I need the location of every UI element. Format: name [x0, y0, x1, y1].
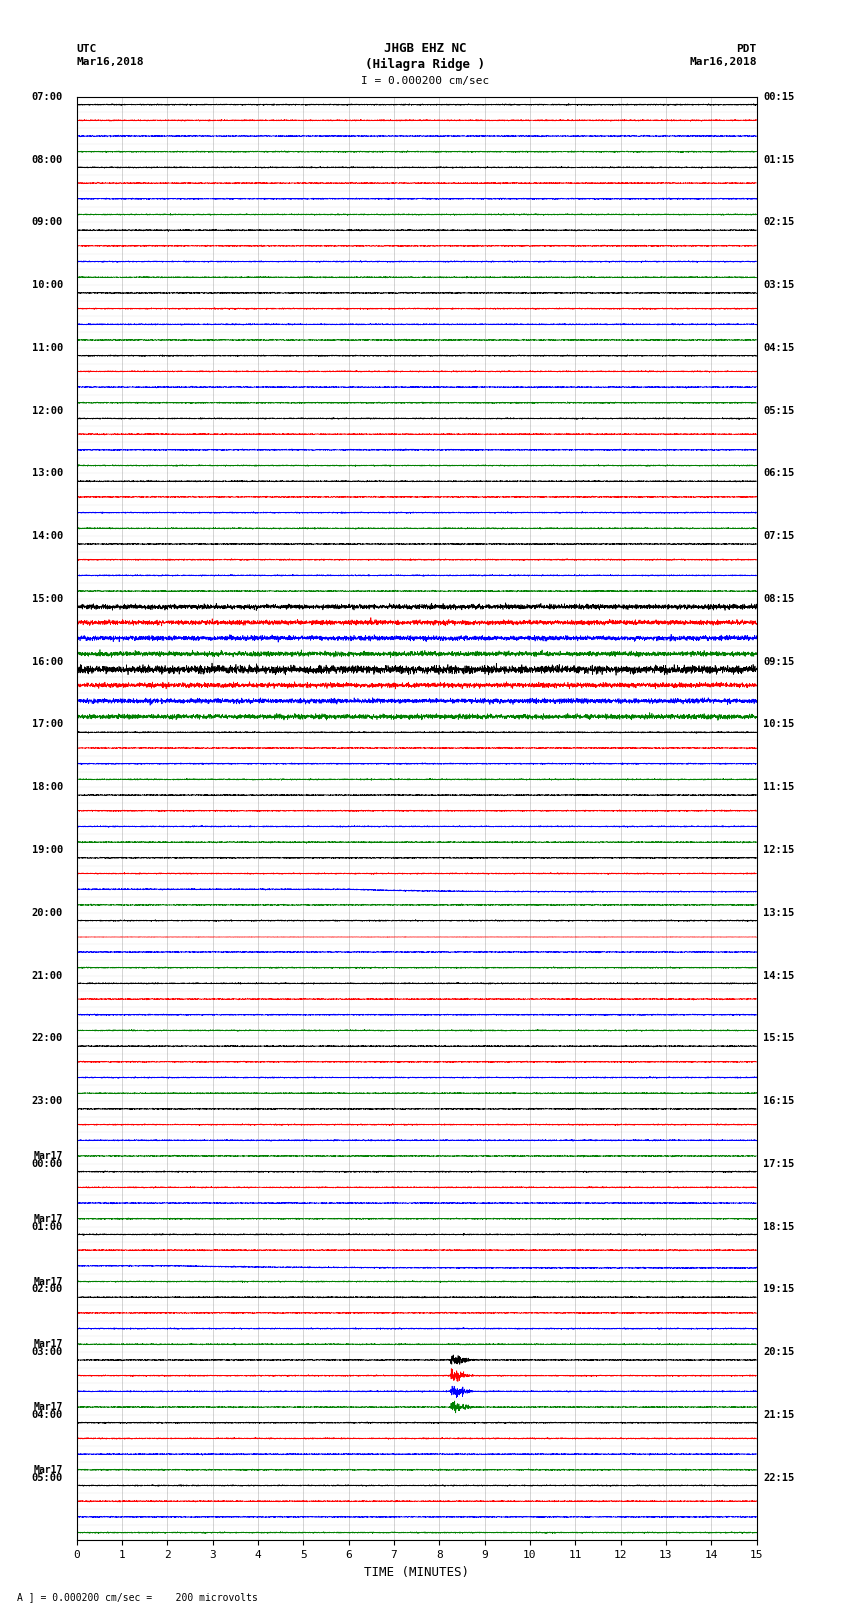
Text: JHGB EHZ NC: JHGB EHZ NC [383, 42, 467, 55]
Text: Mar17: Mar17 [33, 1402, 63, 1411]
Text: 10:00: 10:00 [31, 281, 63, 290]
Text: 10:15: 10:15 [763, 719, 795, 729]
Text: 03:15: 03:15 [763, 281, 795, 290]
Text: 16:15: 16:15 [763, 1097, 795, 1107]
Text: 07:00: 07:00 [31, 92, 63, 102]
Text: 15:15: 15:15 [763, 1034, 795, 1044]
Text: 11:15: 11:15 [763, 782, 795, 792]
Text: 05:00: 05:00 [31, 1473, 63, 1482]
Text: 18:15: 18:15 [763, 1221, 795, 1232]
Text: 04:00: 04:00 [31, 1410, 63, 1419]
Text: UTC: UTC [76, 44, 97, 53]
Text: 11:00: 11:00 [31, 344, 63, 353]
Text: 17:00: 17:00 [31, 719, 63, 729]
Text: Mar17: Mar17 [33, 1152, 63, 1161]
Text: 20:00: 20:00 [31, 908, 63, 918]
Text: Mar17: Mar17 [33, 1339, 63, 1348]
Text: I = 0.000200 cm/sec: I = 0.000200 cm/sec [361, 76, 489, 85]
Text: 04:15: 04:15 [763, 344, 795, 353]
X-axis label: TIME (MINUTES): TIME (MINUTES) [364, 1566, 469, 1579]
Text: 02:15: 02:15 [763, 218, 795, 227]
Text: A ] = 0.000200 cm/sec =    200 microvolts: A ] = 0.000200 cm/sec = 200 microvolts [17, 1592, 258, 1602]
Text: 14:15: 14:15 [763, 971, 795, 981]
Text: PDT: PDT [736, 44, 756, 53]
Text: 16:00: 16:00 [31, 656, 63, 666]
Text: 17:15: 17:15 [763, 1158, 795, 1169]
Text: Mar17: Mar17 [33, 1276, 63, 1287]
Text: 14:00: 14:00 [31, 531, 63, 540]
Text: 12:15: 12:15 [763, 845, 795, 855]
Text: 12:00: 12:00 [31, 405, 63, 416]
Text: 00:15: 00:15 [763, 92, 795, 102]
Text: 01:00: 01:00 [31, 1221, 63, 1232]
Text: 05:15: 05:15 [763, 405, 795, 416]
Text: 08:00: 08:00 [31, 155, 63, 165]
Text: Mar16,2018: Mar16,2018 [689, 56, 756, 66]
Text: 22:15: 22:15 [763, 1473, 795, 1482]
Text: 09:00: 09:00 [31, 218, 63, 227]
Text: Mar17: Mar17 [33, 1213, 63, 1224]
Text: 09:15: 09:15 [763, 656, 795, 666]
Text: 21:15: 21:15 [763, 1410, 795, 1419]
Text: 13:15: 13:15 [763, 908, 795, 918]
Text: 20:15: 20:15 [763, 1347, 795, 1357]
Text: 18:00: 18:00 [31, 782, 63, 792]
Text: 22:00: 22:00 [31, 1034, 63, 1044]
Text: 03:00: 03:00 [31, 1347, 63, 1357]
Text: 19:00: 19:00 [31, 845, 63, 855]
Text: 21:00: 21:00 [31, 971, 63, 981]
Text: 19:15: 19:15 [763, 1284, 795, 1294]
Text: 00:00: 00:00 [31, 1158, 63, 1169]
Text: Mar16,2018: Mar16,2018 [76, 56, 144, 66]
Text: 02:00: 02:00 [31, 1284, 63, 1294]
Text: 06:15: 06:15 [763, 468, 795, 479]
Text: 13:00: 13:00 [31, 468, 63, 479]
Text: 23:00: 23:00 [31, 1097, 63, 1107]
Text: 15:00: 15:00 [31, 594, 63, 603]
Text: (Hilagra Ridge ): (Hilagra Ridge ) [365, 58, 485, 71]
Text: Mar17: Mar17 [33, 1465, 63, 1474]
Text: 01:15: 01:15 [763, 155, 795, 165]
Text: 08:15: 08:15 [763, 594, 795, 603]
Text: 07:15: 07:15 [763, 531, 795, 540]
